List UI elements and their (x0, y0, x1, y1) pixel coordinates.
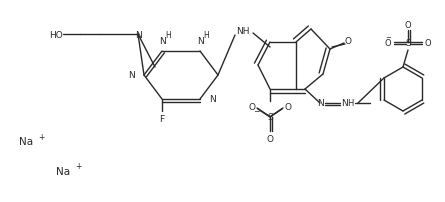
Text: H: H (203, 31, 209, 40)
Text: O: O (267, 135, 274, 144)
Text: S: S (405, 38, 411, 47)
Text: N: N (209, 95, 216, 104)
Text: −: − (253, 107, 259, 116)
Text: Na: Na (56, 166, 70, 176)
Text: O: O (384, 38, 391, 47)
Text: H: H (165, 31, 171, 40)
Text: O: O (284, 103, 291, 112)
Text: NH: NH (236, 27, 250, 36)
Text: −: − (385, 35, 391, 41)
Text: HO: HO (49, 30, 63, 39)
Text: O: O (344, 37, 352, 46)
Text: O: O (248, 103, 255, 112)
Text: H: H (347, 99, 353, 108)
Text: N: N (317, 99, 324, 108)
Text: S: S (267, 113, 273, 122)
Text: O: O (425, 38, 431, 47)
Text: N: N (135, 30, 142, 39)
Text: Na: Na (19, 136, 33, 146)
Text: F: F (159, 115, 165, 124)
Text: +: + (39, 132, 45, 141)
Text: +: + (76, 161, 82, 170)
Text: N: N (197, 37, 203, 46)
Text: N: N (158, 37, 166, 46)
Text: N: N (128, 71, 135, 80)
Text: O: O (405, 20, 411, 29)
Text: N: N (342, 99, 348, 108)
